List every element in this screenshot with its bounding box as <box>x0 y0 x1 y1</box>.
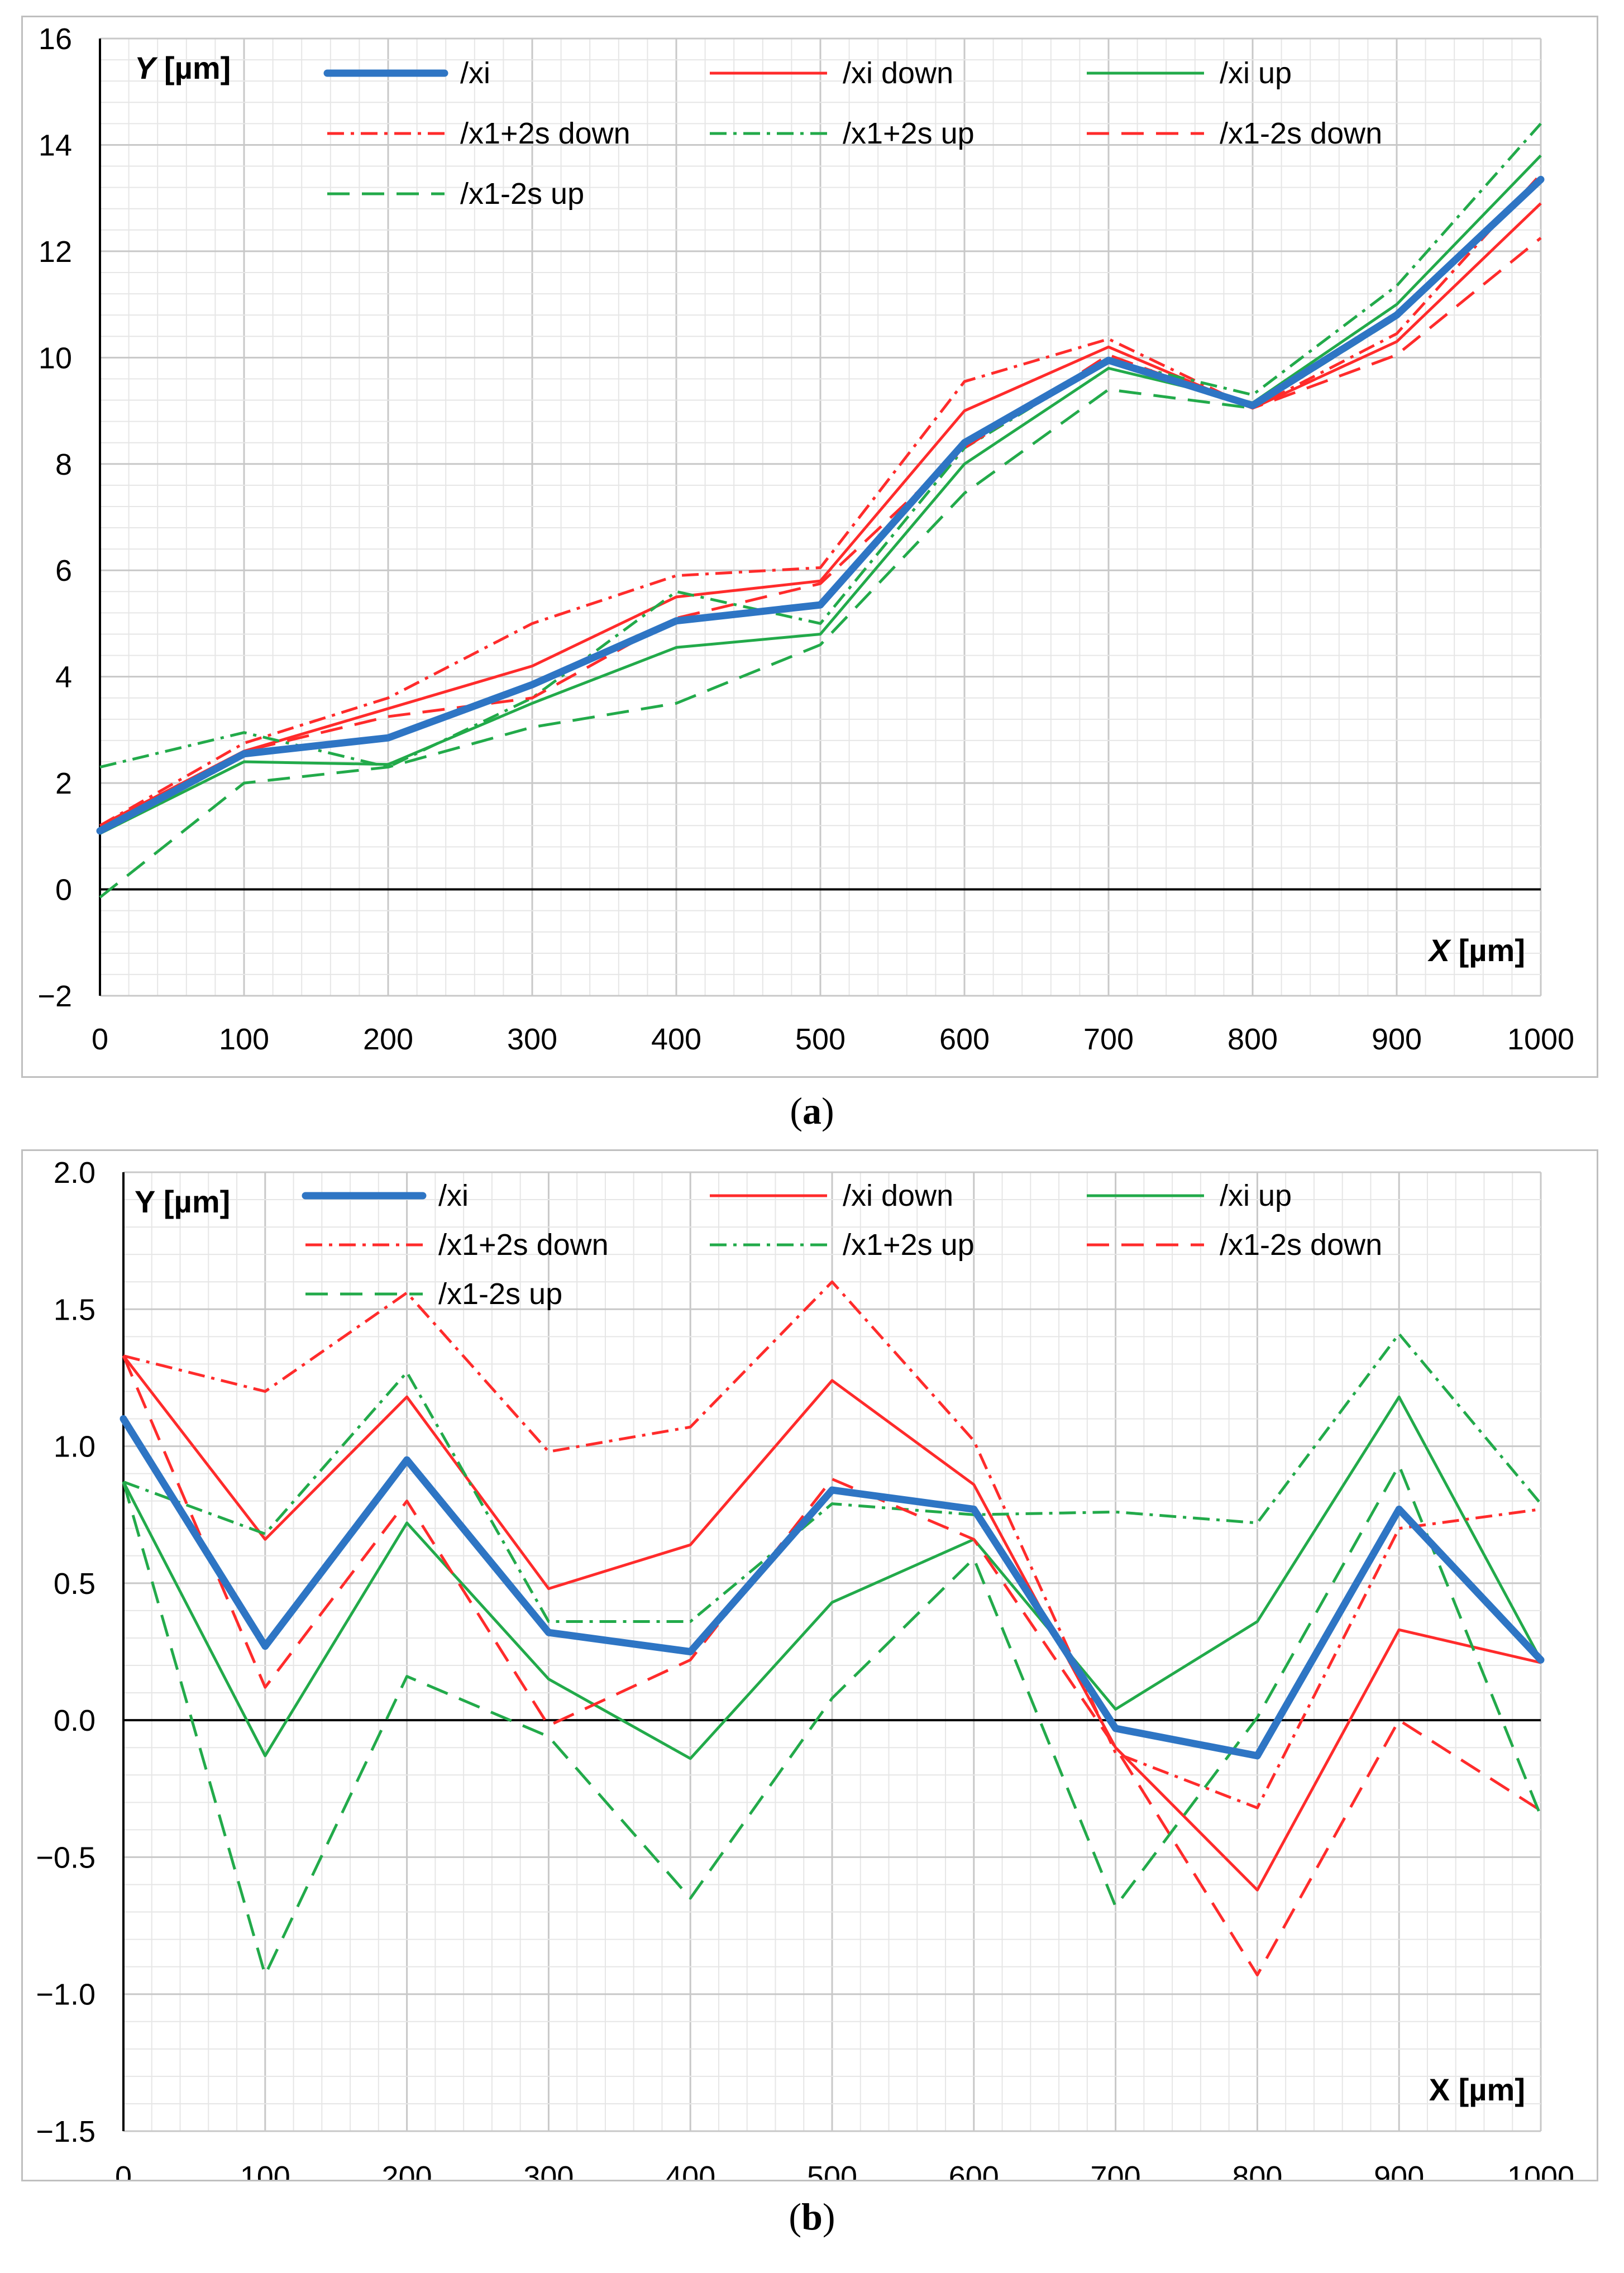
y-tick-label: −1.5 <box>36 2115 95 2148</box>
y-tick-label: 12 <box>39 235 72 269</box>
legend: /xi/xi down/xi up/x1+2s down/x1+2s up/x1… <box>323 56 1382 211</box>
series-line-x1-2s-down <box>123 1280 1541 1809</box>
series-line-xi <box>120 1415 1545 1760</box>
series-line-xi-down <box>122 1355 1541 1892</box>
x-tick-label: 800 <box>1227 1023 1278 1056</box>
legend-label: /x1+2s up <box>843 117 975 150</box>
series-line-x1-2s-down <box>99 173 1542 827</box>
legend-label: /xi <box>438 1179 469 1212</box>
y-tick-label: −1.0 <box>36 1978 95 2012</box>
chart-panel-a: 0 100 200 300 400 500 600 700 800 900 1000 −2 0 2 4 6 8 1… <box>21 16 1598 1078</box>
y-tick-label: 8 <box>55 448 72 481</box>
x-tick-label: 400 <box>665 2160 715 2180</box>
series-line-xi-up <box>99 154 1542 835</box>
legend-label: /xi down <box>843 56 953 90</box>
x-tick-label: 200 <box>382 2160 432 2180</box>
legend-label: /x1+2s down <box>460 117 631 150</box>
caption-a: (a) <box>790 1090 834 1132</box>
y-tick-label: 0 <box>55 873 72 907</box>
y-axis-unit: [µm] <box>155 50 231 85</box>
x-tick-label: 400 <box>651 1023 701 1056</box>
y-tick-label: 2 <box>55 767 72 800</box>
series-line-x1-2s-down <box>122 1355 1542 1976</box>
y-tick-label: 16 <box>39 22 72 56</box>
y-tick-label: 6 <box>55 554 72 588</box>
legend-label: /x1-2s up <box>438 1277 562 1311</box>
x-tick-label: 0 <box>115 2160 132 2180</box>
caption-b: (b) <box>789 2195 835 2238</box>
legend-label: /x1-2s down <box>1220 1228 1382 1262</box>
y-tick-label: −2 <box>37 980 72 1013</box>
x-tick-label: 0 <box>92 1023 108 1056</box>
legend-label: /xi <box>460 56 490 90</box>
x-axis-variable: X <box>1429 2072 1450 2107</box>
y-tick-label: 0.0 <box>54 1704 95 1737</box>
series-line-x1-2s-up <box>122 1464 1542 1976</box>
x-tick-label: 300 <box>507 1023 557 1056</box>
x-tick-label: 700 <box>1091 2160 1141 2180</box>
x-axis-variable: X <box>1427 933 1452 968</box>
line-chart-b: 0 100 200 300 400 500 600 700 800 900 1000 −1.5 −1.0… <box>36 1156 1574 2180</box>
series-line-xi-down <box>99 202 1542 827</box>
x-tick-label: 600 <box>949 2160 999 2180</box>
x-tick-label: 100 <box>240 2160 290 2180</box>
legend-label: /x1-2s up <box>460 177 584 211</box>
x-tick-label: 1000 <box>1507 1023 1574 1056</box>
gridlines <box>99 37 1542 997</box>
series-line-x1-2s-up <box>123 1332 1542 1623</box>
line-chart-a: 0 100 200 300 400 500 600 700 800 900 1000 −2 0 2 4 6 8 1… <box>37 22 1574 1056</box>
x-tick-label: 500 <box>795 1023 846 1056</box>
legend-label: /x1-2s down <box>1220 117 1382 150</box>
legend-label: /x1+2s down <box>438 1228 609 1262</box>
x-axis-unit: [µm] <box>1450 933 1525 968</box>
x-axis-title: X [µm] <box>1429 2072 1525 2107</box>
x-tick-label: 200 <box>363 1023 413 1056</box>
legend-label: /xi down <box>843 1179 953 1212</box>
y-tick-label: 1.5 <box>54 1293 95 1326</box>
y-tick-label: 10 <box>39 341 72 375</box>
x-tick-label: 500 <box>807 2160 857 2180</box>
legend-label: /x1+2s up <box>843 1228 975 1262</box>
x-tick-label: 800 <box>1232 2160 1282 2180</box>
gridlines <box>122 1171 1542 2132</box>
legend-label: /xi up <box>1220 56 1292 90</box>
x-tick-label: 1000 <box>1507 2160 1574 2180</box>
y-axis-title: Y [µm] <box>135 1184 230 1219</box>
x-tick-label: 700 <box>1083 1023 1134 1056</box>
x-tick-label: 600 <box>939 1023 990 1056</box>
series-line-xi <box>96 175 1545 835</box>
legend-label: /xi up <box>1220 1179 1292 1212</box>
y-tick-label: 2.0 <box>54 1156 95 1190</box>
series-line-x1-2s-up <box>99 122 1542 769</box>
y-tick-label: 0.5 <box>54 1567 95 1601</box>
y-tick-label: −0.5 <box>36 1841 95 1874</box>
chart-panel-b: 0 100 200 300 400 500 600 700 800 900 1000 −1.5 −1.0… <box>21 1149 1598 2181</box>
x-axis-title: X [µm] <box>1427 933 1525 968</box>
y-axis-title: Y [µm] <box>135 50 231 85</box>
y-axis-variable: Y <box>135 50 158 85</box>
y-axis-unit: [µm] <box>155 1184 230 1219</box>
x-tick-label: 300 <box>523 2160 574 2180</box>
y-axis-variable: Y <box>135 1184 155 1219</box>
y-tick-label: 14 <box>39 128 72 162</box>
x-tick-label: 900 <box>1374 2160 1424 2180</box>
series-line-x1-2s-down <box>99 237 1542 830</box>
y-tick-label: 1.0 <box>54 1430 95 1464</box>
x-tick-label: 100 <box>219 1023 269 1056</box>
caption-letter-b: b <box>801 2195 823 2238</box>
caption-letter-a: a <box>803 1090 821 1132</box>
x-axis-unit: [µm] <box>1450 2072 1525 2107</box>
y-tick-label: 4 <box>55 661 72 694</box>
series-line-xi-up <box>122 1395 1542 1760</box>
x-tick-label: 900 <box>1372 1023 1422 1056</box>
legend: /xi/xi down/xi up/x1+2s down/x1+2s up/x1… <box>302 1179 1382 1311</box>
